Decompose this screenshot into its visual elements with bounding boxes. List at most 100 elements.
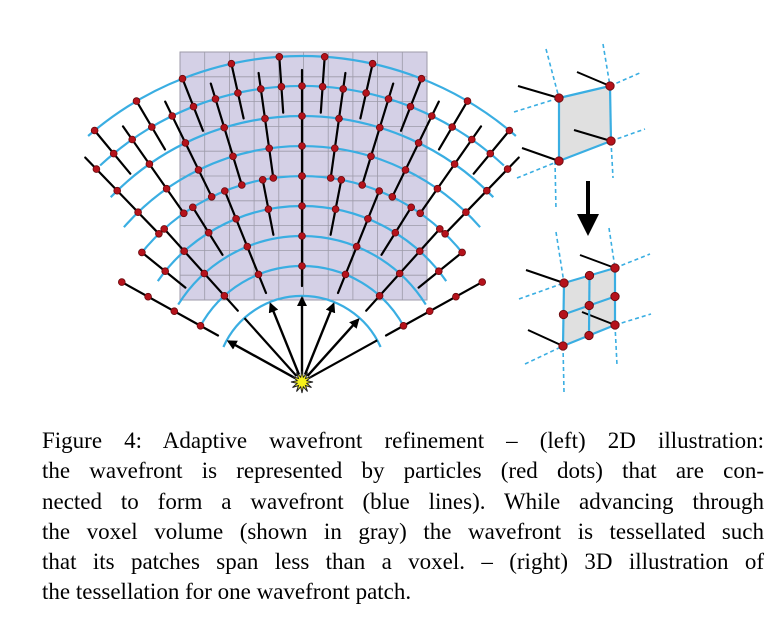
particle-dot <box>148 123 156 131</box>
wavefront-patch-tessellated <box>518 227 652 393</box>
caption-line: Figure 4: Adaptive wavefront refinement … <box>42 428 764 453</box>
particle-dot <box>265 144 274 153</box>
particle-dot <box>189 203 197 212</box>
particle-dot <box>434 267 443 276</box>
propagation-arrows <box>226 296 378 380</box>
particle-dot <box>414 139 423 147</box>
particle-dot <box>211 95 220 103</box>
particle-dot <box>339 85 348 93</box>
particle-ray <box>517 85 560 99</box>
particle-dot <box>415 247 424 256</box>
wavefront-extension <box>554 160 557 211</box>
particle-dot <box>220 123 229 132</box>
particle-dot <box>375 291 384 300</box>
particle-dot <box>298 232 306 240</box>
particle-dot <box>232 215 240 223</box>
particle-dot <box>463 97 472 105</box>
particle-dot <box>118 278 126 286</box>
particle-dot <box>261 114 269 123</box>
particle-dot <box>204 228 213 237</box>
particle-dot <box>388 193 397 201</box>
particle-dot <box>238 181 246 189</box>
particle-dot <box>170 307 179 316</box>
caption-line: the wavefront is represented by particle… <box>42 458 764 484</box>
propagation-arrow <box>226 340 296 380</box>
particle-dot <box>558 309 569 320</box>
particle-dot <box>352 242 361 251</box>
particle-dot <box>180 247 189 256</box>
particle-ray <box>579 254 616 269</box>
particle-dot <box>399 321 408 330</box>
wavefront-edge <box>558 84 611 100</box>
light-source-icon <box>290 370 314 394</box>
particle-dot <box>144 292 152 301</box>
left-panel-2d-illustration <box>84 51 520 394</box>
propagation-ray <box>308 339 378 380</box>
wavefront-edge <box>608 85 613 142</box>
propagation-arrow <box>306 318 360 377</box>
particle-dot <box>605 81 615 91</box>
figure-illustration <box>84 43 652 394</box>
particle-dot <box>161 267 170 276</box>
wavefront-extension <box>518 282 565 300</box>
particle-dot <box>256 85 265 93</box>
particle-dot <box>448 123 457 131</box>
particle-dot <box>462 208 470 217</box>
particle-dot <box>298 82 306 90</box>
particle-dot <box>425 307 434 316</box>
particle-dot <box>298 112 306 120</box>
particle-dot <box>584 270 595 281</box>
particle-dot <box>275 52 284 61</box>
particle-dot <box>162 184 171 193</box>
caption-line: the voxel volume (shown in gray) the wav… <box>42 518 764 544</box>
particle-dot <box>113 186 121 195</box>
particle-dot <box>196 321 205 330</box>
wavefront-extension <box>608 227 616 269</box>
wavefront-edge <box>558 139 612 163</box>
particle-dot <box>452 292 460 301</box>
particle-dot <box>375 187 384 195</box>
particle-dot <box>375 123 384 132</box>
wavefront-extension <box>513 97 560 113</box>
particle-ray <box>521 147 560 162</box>
particle-dot <box>320 52 329 61</box>
particle-dot <box>229 152 237 161</box>
patch-surface <box>559 86 611 161</box>
particle-dot <box>298 262 306 270</box>
particle-dot <box>610 263 620 273</box>
caption-line: nected to form a wavefront (blue lines).… <box>42 488 764 514</box>
right-panel-3d-illustration <box>513 43 652 393</box>
particle-ray <box>527 329 564 347</box>
particle-dot <box>138 248 146 257</box>
particle-dot <box>478 278 487 286</box>
particle-dot <box>264 205 273 214</box>
particle-dot <box>298 172 306 180</box>
particle-dot <box>364 215 372 223</box>
particle-dot <box>406 102 415 111</box>
particle-dot <box>584 330 594 341</box>
wavefront-extension <box>555 231 565 284</box>
wavefront-line <box>87 54 517 137</box>
particle-dot <box>178 74 187 83</box>
particle-dot <box>554 93 564 103</box>
particle-dot <box>558 341 568 351</box>
particle-dot <box>482 186 491 195</box>
particle-dot <box>90 126 99 135</box>
particle-dot <box>220 291 229 300</box>
particle-dot <box>505 126 514 135</box>
particle-ray <box>581 311 616 326</box>
arrow-head <box>577 214 599 236</box>
particle-dot <box>427 112 436 120</box>
particle-dot <box>160 225 169 233</box>
particle-dot <box>458 248 466 257</box>
particle-dot <box>554 156 564 166</box>
particle-dot <box>441 230 449 238</box>
particle-ray <box>576 71 611 87</box>
particle-dot <box>391 228 400 237</box>
wavefront-extension <box>609 71 643 87</box>
particle-dot <box>486 149 495 158</box>
particle-dot <box>134 208 142 217</box>
down-arrow-icon <box>577 181 599 236</box>
particle-dot <box>503 165 512 173</box>
particle-dot <box>384 95 393 103</box>
